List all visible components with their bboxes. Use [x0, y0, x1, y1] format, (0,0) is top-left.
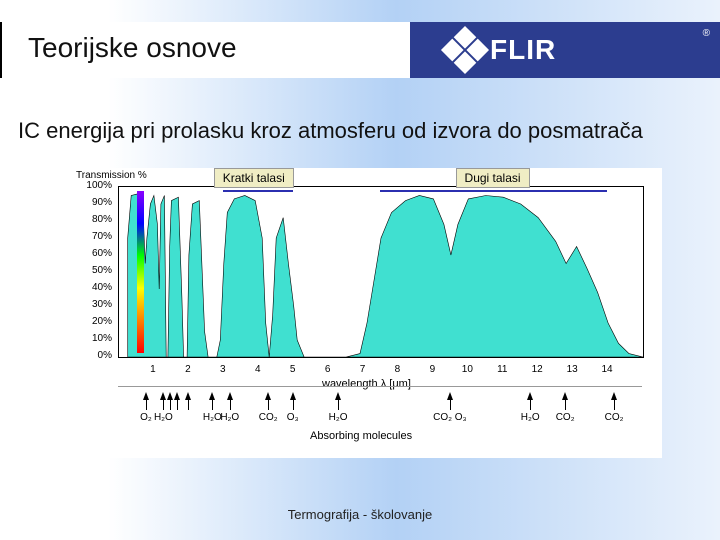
x-tick-label: 3 — [213, 364, 233, 375]
subtitle: IC energija pri prolasku kroz atmosferu … — [18, 118, 643, 144]
molecule-arrow-icon — [562, 392, 568, 400]
molecule-arrow-icon — [611, 392, 617, 400]
molecule-arrow-icon — [167, 392, 173, 400]
molecule-arrow-icon — [174, 392, 180, 400]
y-tick-label: 100% — [84, 180, 112, 191]
logo-text: FLIR — [490, 34, 556, 66]
x-tick-label: 2 — [178, 364, 198, 375]
logo-band: FLIR ® — [410, 22, 720, 78]
plot-area — [118, 186, 644, 358]
molecule-arrow-stem — [614, 400, 615, 410]
x-tick-label: 13 — [562, 364, 582, 375]
long-wave-label: Dugi talasi — [456, 168, 530, 188]
molecule-arrow-icon — [265, 392, 271, 400]
x-tick-label: 10 — [457, 364, 477, 375]
molecule-arrow-stem — [565, 400, 566, 410]
y-tick-label: 10% — [84, 333, 112, 344]
molecule-label: H₂O — [320, 412, 356, 423]
band-range-line — [223, 190, 293, 192]
x-tick-label: 4 — [248, 364, 268, 375]
molecule-arrow-stem — [230, 400, 231, 410]
x-tick-label: 1 — [143, 364, 163, 375]
y-tick-label: 60% — [84, 248, 112, 259]
logo-icon — [441, 26, 489, 74]
x-tick-label: 8 — [387, 364, 407, 375]
molecule-label: H₂O — [145, 412, 181, 423]
molecule-arrow-stem — [338, 400, 339, 410]
molecule-arrow-icon — [185, 392, 191, 400]
footer-text: Termografija - školovanje — [0, 507, 720, 522]
molecule-arrow-stem — [212, 400, 213, 410]
molecule-label: O₃ — [275, 412, 311, 423]
molecule-arrow-stem — [450, 400, 451, 410]
molecule-arrow-icon — [143, 392, 149, 400]
chart-container: Transmission % Kratki talasi Dugi talasi… — [62, 168, 662, 458]
x-tick-label: 11 — [492, 364, 512, 375]
molecule-label: CO₂ — [547, 412, 583, 423]
y-tick-label: 40% — [84, 282, 112, 293]
y-tick-label: 90% — [84, 197, 112, 208]
molecule-arrow-icon — [290, 392, 296, 400]
separator-line — [118, 386, 642, 387]
x-axis-title: wavelength λ [μm] — [322, 378, 411, 390]
molecules-title: Absorbing molecules — [310, 430, 412, 442]
header-bar: Teorijske osnove FLIR ® — [0, 22, 720, 78]
molecule-arrow-icon — [160, 392, 166, 400]
molecule-label: CO₂ O₃ — [432, 412, 468, 423]
x-tick-label: 9 — [422, 364, 442, 375]
title-band: Teorijske osnove — [0, 22, 412, 78]
visible-spectrum-strip — [137, 191, 144, 353]
molecule-label: H₂O — [212, 412, 248, 423]
molecule-label: H₂O — [512, 412, 548, 423]
slide-title: Teorijske osnove — [28, 32, 237, 64]
y-tick-label: 80% — [84, 214, 112, 225]
y-tick-label: 70% — [84, 231, 112, 242]
molecule-arrow-stem — [170, 400, 171, 410]
molecule-label: CO₂ — [596, 412, 632, 423]
x-tick-label: 7 — [353, 364, 373, 375]
molecule-arrow-stem — [268, 400, 269, 410]
molecule-arrow-stem — [293, 400, 294, 410]
x-tick-label: 14 — [597, 364, 617, 375]
y-tick-label: 50% — [84, 265, 112, 276]
molecule-arrow-stem — [188, 400, 189, 410]
slide: Teorijske osnove FLIR ® IC energija pri … — [0, 0, 720, 540]
band-range-line — [380, 190, 607, 192]
molecule-arrow-stem — [146, 400, 147, 410]
y-tick-label: 0% — [84, 350, 112, 361]
x-tick-label: 6 — [318, 364, 338, 375]
y-tick-label: 30% — [84, 299, 112, 310]
short-wave-label: Kratki talasi — [214, 168, 294, 188]
molecule-arrow-icon — [447, 392, 453, 400]
x-tick-label: 5 — [283, 364, 303, 375]
x-tick-label: 12 — [527, 364, 547, 375]
trademark-icon: ® — [703, 28, 710, 39]
molecule-arrow-stem — [530, 400, 531, 410]
molecule-arrow-stem — [163, 400, 164, 410]
y-tick-label: 20% — [84, 316, 112, 327]
molecule-arrow-icon — [527, 392, 533, 400]
transmission-curve — [119, 187, 643, 357]
molecule-arrow-stem — [177, 400, 178, 410]
molecule-arrow-icon — [209, 392, 215, 400]
molecule-arrow-icon — [335, 392, 341, 400]
molecule-arrow-icon — [227, 392, 233, 400]
